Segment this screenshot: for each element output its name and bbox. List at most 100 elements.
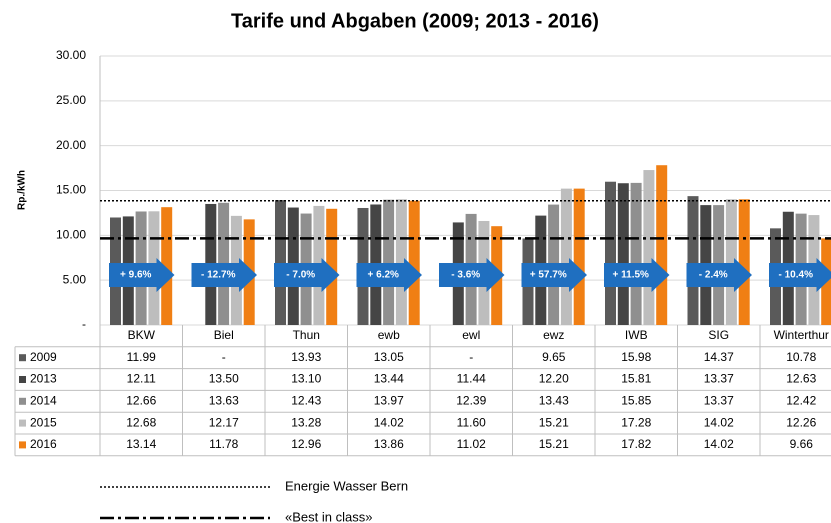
table-cell: 9.65 [542,350,566,364]
table-cell: 12.26 [786,415,816,429]
table-cell: 11.60 [457,415,486,429]
y-tick-label: 15.00 [56,183,86,197]
arrow [686,258,752,292]
arrow [439,258,505,292]
table-cell: 13.43 [539,393,569,407]
legend-label: 2014 [30,393,57,407]
x-tick-label: BKW [128,328,156,342]
table-cell: 14.02 [374,415,404,429]
table-cell: 12.17 [209,415,239,429]
table-cell: 11.02 [457,437,486,451]
arrow-label: - 2.4% [699,270,728,281]
bar [617,183,629,325]
legend-label: 2009 [30,350,57,364]
table-cell: 13.37 [704,372,734,386]
x-tick-label: ewl [462,328,480,342]
arrow [769,258,831,292]
table-cell: 12.68 [126,415,156,429]
y-tick-label: 20.00 [56,138,86,152]
table-cell: 13.50 [209,372,239,386]
table-cell: 11.44 [457,372,486,386]
bar [408,200,420,325]
table-cell: 14.02 [704,437,734,451]
table-cell: 13.63 [209,393,239,407]
bar [738,199,750,325]
x-tick-label: Winterthur [774,328,829,342]
table-cell: 11.78 [209,437,238,451]
legend-label: 2013 [30,372,57,386]
x-tick-label: Biel [214,328,234,342]
arrow [356,258,422,292]
table-cell: 17.28 [621,415,651,429]
legend-swatch [19,376,26,383]
bar [573,188,585,325]
legend-label: Energie Wasser Bern [285,478,408,493]
legend-label: 2015 [30,415,57,429]
arrow-label: + 57.7% [530,270,567,281]
table-cell: 13.86 [374,437,404,451]
table-cell: 13.37 [704,393,734,407]
arrow-label: + 9.6% [120,270,152,281]
bar [605,181,616,325]
table-cell: - [222,350,226,364]
table-cell: 13.28 [291,415,321,429]
legend-swatch [19,419,26,427]
bar [395,199,407,325]
x-tick-label: Thun [293,328,320,342]
table-cell: 14.37 [704,350,734,364]
y-tick-label: 10.00 [56,228,86,242]
table-cell: 12.66 [126,393,156,407]
bar [725,199,737,325]
arrow-label: + 6.2% [368,270,400,281]
legend-label: «Best in class» [285,509,372,523]
y-axis-label: Rp./kWh [17,170,28,210]
table-cell: 15.21 [539,415,569,429]
table-cell: 13.93 [291,350,321,364]
arrow-label: - 12.7% [201,270,236,281]
table-cell: 13.97 [374,393,404,407]
y-tick-label: 30.00 [56,48,86,62]
arrow [191,258,257,292]
bar [560,188,572,325]
arrow-label: + 11.5% [613,270,650,281]
x-tick-label: IWB [625,328,648,342]
table-cell: 17.82 [621,437,651,451]
bar [687,196,699,325]
table-cell: - [469,350,473,364]
bar [383,199,395,325]
y-tick-label: - [82,317,86,331]
x-tick-label: ewb [378,328,400,342]
table-cell: 14.02 [704,415,734,429]
legend-swatch [19,397,26,405]
table-cell: 15.98 [621,350,651,364]
table-cell: 15.81 [621,372,651,386]
bar [656,165,668,325]
table-cell: 12.96 [291,437,321,451]
arrow-label: - 10.4% [779,270,814,281]
table-cell: 12.63 [786,372,816,386]
bar [630,182,642,325]
x-tick-label: ewz [543,328,564,342]
legend-swatch [19,354,26,362]
y-tick-label: 5.00 [63,272,87,286]
table-cell: 11.99 [127,350,156,364]
table-cell: 13.14 [126,437,156,451]
bar [161,207,173,325]
arrow-label: - 7.0% [286,270,315,281]
arrow [274,258,340,292]
bar [643,170,655,325]
bar [326,208,338,325]
legend-swatch [19,441,26,449]
x-tick-label: SIG [708,328,729,342]
table-cell: 13.44 [374,372,404,386]
legend-label: 2016 [30,437,57,451]
table-cell: 13.10 [291,372,321,386]
y-tick-label: 25.00 [56,93,86,107]
arrow-label: - 3.6% [451,270,480,281]
table-cell: 15.21 [539,437,569,451]
bar [275,200,286,325]
chart-title: Tarife und Abgaben (2009; 2013 - 2016) [231,10,599,32]
table-cell: 12.39 [456,393,486,407]
table-cell: 12.11 [127,372,156,386]
